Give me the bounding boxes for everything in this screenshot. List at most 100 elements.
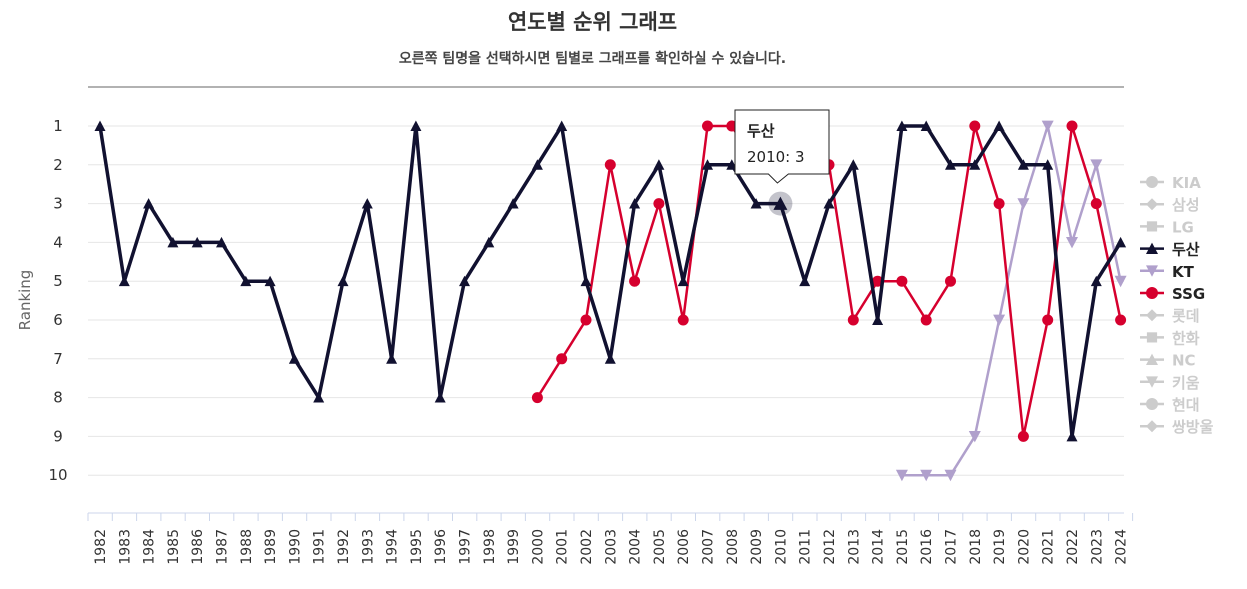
data-point [507, 198, 519, 209]
data-point [993, 314, 1006, 326]
data-point [143, 198, 155, 209]
legend-label: 한화 [1172, 329, 1200, 347]
data-point [847, 159, 859, 170]
data-point [434, 392, 446, 403]
x-tick-label: 2009 [749, 529, 765, 565]
data-point [653, 198, 665, 210]
legend-label: 롯데 [1172, 307, 1200, 325]
data-point [872, 314, 884, 325]
data-point [1017, 430, 1029, 442]
data-point [216, 236, 227, 248]
legend-item[interactable]: KIA [1140, 174, 1201, 192]
legend-item[interactable]: SSG [1140, 285, 1205, 303]
x-tick-label: 1982 [93, 529, 109, 565]
x-tick-label: 1995 [409, 529, 425, 565]
data-point [702, 120, 713, 132]
data-point [1090, 198, 1102, 210]
series-line [901, 124, 1122, 477]
hover-point [773, 196, 788, 210]
data-point [264, 275, 276, 287]
data-point [337, 275, 349, 287]
x-tick-label: 1998 [482, 529, 498, 565]
legend-label: 두산 [1172, 241, 1200, 259]
legend-item[interactable]: 쌍방울 [1140, 418, 1214, 436]
data-point [629, 275, 641, 287]
legend-item[interactable]: NC [1140, 352, 1196, 370]
x-tick-label: 2011 [798, 529, 814, 565]
x-tick-label: 1990 [287, 529, 303, 565]
x-tick-label: 2017 [944, 529, 960, 565]
data-point [1017, 159, 1029, 170]
data-point [556, 120, 568, 131]
legend-item[interactable]: 두산 [1140, 241, 1200, 259]
data-point [677, 314, 689, 326]
x-tick-label: 2018 [968, 529, 984, 565]
legend-marker [1146, 221, 1158, 232]
data-point [556, 353, 568, 365]
data-point [1066, 120, 1078, 132]
data-point [969, 159, 981, 170]
x-tick-label: 2023 [1089, 529, 1105, 565]
data-point [94, 120, 106, 131]
x-tick-label: 2007 [701, 529, 717, 565]
x-tick-label: 2021 [1041, 529, 1057, 565]
data-point [968, 431, 981, 443]
data-point [896, 120, 908, 131]
data-point [1090, 275, 1102, 287]
x-tick-label: 1986 [190, 529, 206, 565]
data-point [750, 198, 762, 209]
data-point [580, 275, 592, 287]
y-tick-label: 6 [53, 311, 63, 329]
x-tick-label: 1991 [312, 529, 328, 565]
legend-marker [1146, 420, 1158, 433]
legend-marker [1146, 353, 1158, 365]
x-tick-label: 2003 [603, 529, 619, 565]
legend-marker [1146, 176, 1158, 188]
legend-label: NC [1172, 352, 1196, 370]
x-tick-label: 1992 [336, 529, 352, 565]
x-tick-label: 2024 [1114, 529, 1130, 565]
x-tick-label: 2001 [555, 529, 571, 565]
data-point [895, 469, 908, 482]
legend-item[interactable]: 삼성 [1140, 196, 1200, 214]
x-tick-label: 2019 [992, 529, 1008, 565]
y-tick-label: 4 [53, 233, 63, 251]
data-point [1017, 198, 1030, 210]
data-point [653, 159, 665, 170]
series-kt[interactable] [895, 120, 1127, 482]
legend-item[interactable]: 한화 [1140, 329, 1200, 347]
x-tick-label: 1989 [263, 529, 279, 565]
legend-label: 쌍방울 [1172, 418, 1214, 436]
legend-label: SSG [1172, 285, 1205, 303]
x-tick-label: 2012 [822, 529, 838, 565]
legend-item[interactable]: 롯데 [1140, 307, 1200, 325]
x-tick-label: 2020 [1016, 529, 1032, 565]
legend-item[interactable]: KT [1140, 263, 1195, 281]
data-point [1066, 430, 1078, 442]
data-point [118, 275, 130, 287]
x-tick-label: 2006 [676, 529, 692, 565]
data-point [993, 120, 1005, 131]
data-point [410, 120, 422, 131]
data-point [629, 198, 641, 209]
data-point [799, 275, 811, 287]
data-point [945, 275, 956, 287]
data-point [847, 314, 859, 326]
data-point [896, 275, 908, 287]
x-tick-label: 2010 [773, 529, 789, 565]
data-point [531, 159, 543, 170]
x-tick-label: 1987 [215, 529, 231, 565]
x-tick-label: 2002 [579, 529, 595, 565]
legend-item[interactable]: LG [1140, 218, 1194, 236]
x-tick-label: 1984 [142, 529, 158, 565]
data-point [604, 353, 616, 364]
legend-marker [1146, 242, 1158, 254]
legend-item[interactable]: 키움 [1140, 374, 1200, 392]
x-tick-label: 2000 [530, 529, 546, 565]
chart-title: 연도별 순위 그래프 [507, 10, 678, 34]
data-point [459, 275, 470, 287]
data-point [1115, 314, 1127, 326]
legend-item[interactable]: 현대 [1140, 396, 1200, 414]
data-point [313, 392, 325, 403]
